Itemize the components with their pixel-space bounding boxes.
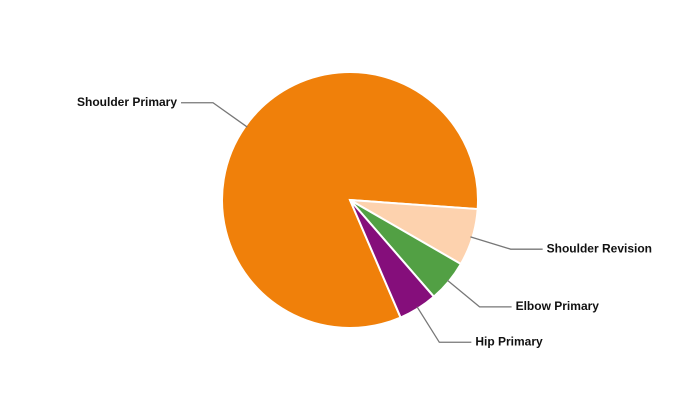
slice-label: Shoulder Revision — [547, 241, 652, 255]
leader-line — [470, 236, 543, 250]
slice-label: Hip Primary — [475, 334, 543, 348]
slice-label: Shoulder Primary — [77, 95, 177, 109]
slice-label: Elbow Primary — [516, 299, 600, 313]
leader-line — [416, 306, 472, 343]
leader-line — [446, 279, 512, 308]
leader-line — [181, 102, 248, 128]
